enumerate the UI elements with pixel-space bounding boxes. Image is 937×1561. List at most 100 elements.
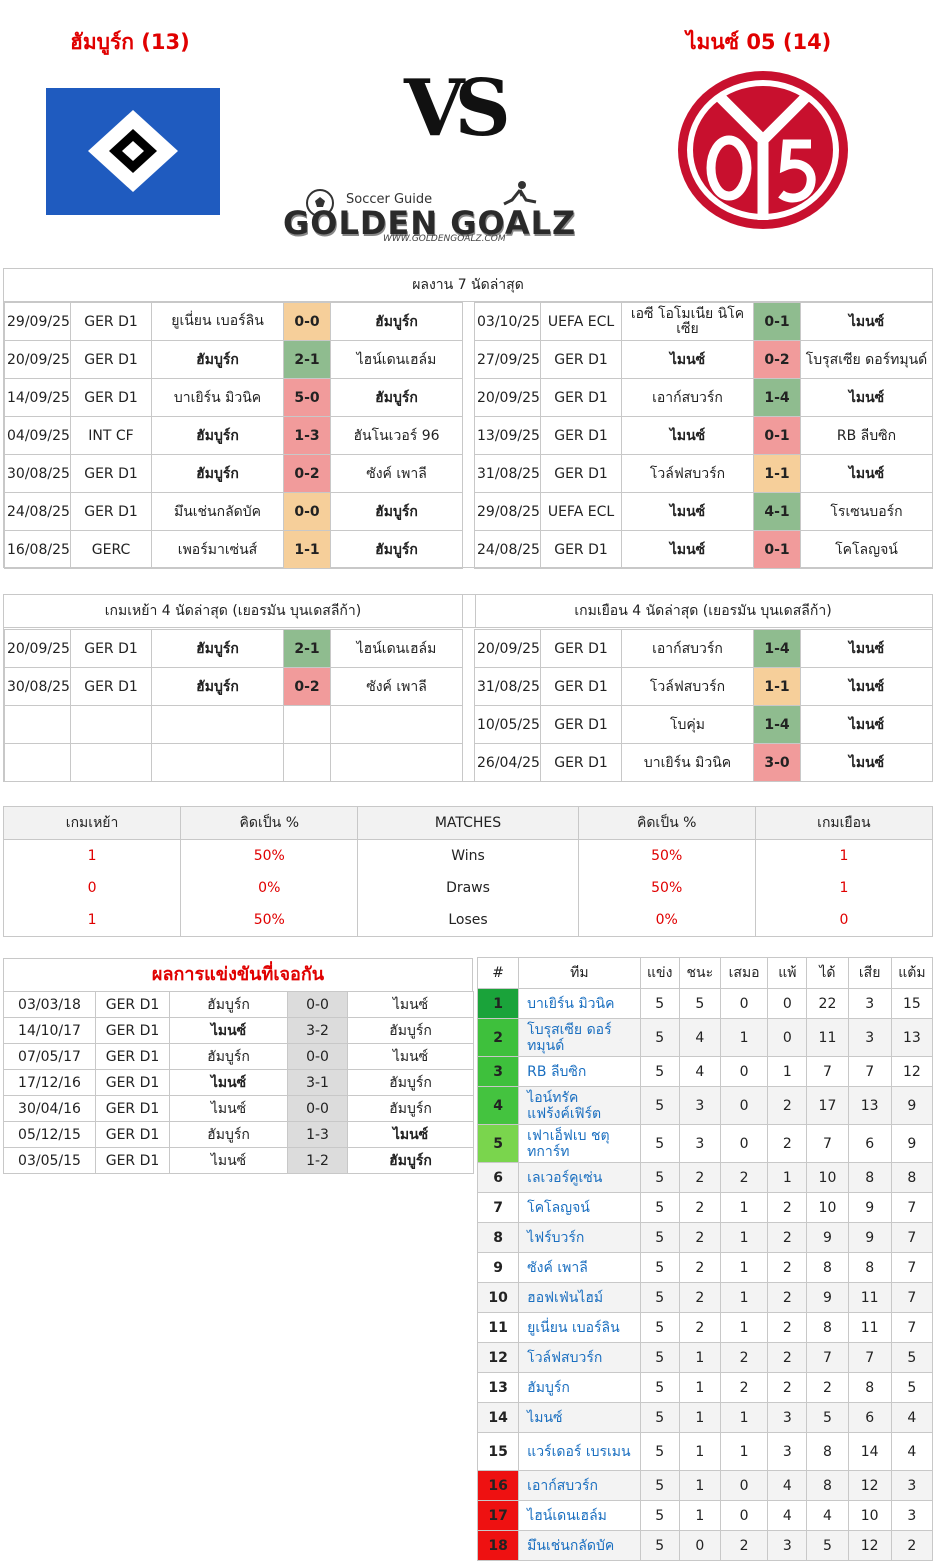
- h2h-score: 0-0: [287, 991, 348, 1018]
- standings-team[interactable]: บาเยิร์น มิวนิค: [518, 988, 641, 1019]
- match-home-team: ฮัมบูร์ก: [151, 454, 284, 493]
- standings-team[interactable]: ไฟร์บวร์ก: [518, 1222, 641, 1253]
- standings-d: 0: [719, 1086, 769, 1125]
- standings-w: 2: [678, 1252, 721, 1283]
- standings-p: 5: [639, 1500, 680, 1531]
- standings-team[interactable]: มึนเช่นกลัดบัค: [518, 1530, 641, 1561]
- standings-team[interactable]: แวร์เดอร์ เบรเมน: [518, 1432, 641, 1471]
- match-competition: GER D1: [70, 340, 152, 379]
- stats-away: 1: [754, 839, 934, 872]
- standings-d: 2: [719, 1530, 769, 1561]
- standings-team[interactable]: โวล์ฟสบวร์ก: [518, 1342, 641, 1373]
- standings-team[interactable]: เฟาเอ็ฟเบ ชตุทการ์ท: [518, 1124, 641, 1163]
- standings-team[interactable]: ไฮน์เดนเฮล์ม: [518, 1500, 641, 1531]
- standings-team[interactable]: เอาก์สบวร์ก: [518, 1470, 641, 1501]
- standings-pos: 17: [476, 1500, 520, 1531]
- match-date: 27/09/25: [474, 340, 541, 379]
- standings-d: 1: [719, 1018, 769, 1057]
- match-score: 0-0: [283, 492, 331, 531]
- standings-team[interactable]: ยูเนี่ยน เบอร์ลิน: [518, 1312, 641, 1343]
- h2h-home: ฮัมบูร์ก: [169, 1121, 288, 1148]
- match-away-team: ไมนซ์: [800, 629, 933, 668]
- match-away-team: ไฮน์เดนเฮล์ม: [330, 340, 463, 379]
- match-away-team: ฮัมบูร์ก: [330, 492, 463, 531]
- standings-team[interactable]: RB ลีบซิก: [518, 1056, 641, 1087]
- standings-team[interactable]: ฮอฟเฟ่นไฮม์: [518, 1282, 641, 1313]
- standings-pts: 9: [890, 1124, 934, 1163]
- stats-label: Draws: [357, 872, 579, 904]
- match-away-team: ไฮน์เดนเฮล์ม: [330, 629, 463, 668]
- match-competition: GER D1: [70, 454, 152, 493]
- match-away-team: โรเซนบอร์ก: [800, 492, 933, 531]
- match-row: 30/08/25 GER D1 ฮัมบูร์ก 0-2 ซังค์ เพาลี: [4, 454, 463, 493]
- match-away-team: [330, 705, 463, 744]
- match-date: 29/09/25: [4, 302, 71, 341]
- standings-team[interactable]: ไมนซ์: [518, 1402, 641, 1433]
- match-away-team: ไมนซ์: [800, 454, 933, 493]
- standings-w: 4: [678, 1018, 721, 1057]
- stats-away: 1: [754, 872, 934, 904]
- h2h-away: ไมนซ์: [347, 1121, 474, 1148]
- standings-pos: 15: [476, 1432, 520, 1471]
- standings-p: 5: [639, 1124, 680, 1163]
- match-away-team: [330, 743, 463, 782]
- standings-pts: 7: [890, 1252, 934, 1283]
- standings-pos: 12: [476, 1342, 520, 1373]
- match-score: 0-0: [283, 302, 331, 341]
- standings-ga: 9: [847, 1222, 892, 1253]
- match-home-team: บาเยิร์น มิวนิค: [151, 378, 284, 417]
- standings-d: 0: [719, 1500, 769, 1531]
- standings-team[interactable]: ไอน์ทรัค แฟร้งค์เฟิร์ต: [518, 1086, 641, 1125]
- standings-team[interactable]: โคโลญจน์: [518, 1192, 641, 1223]
- standings-l: 2: [767, 1252, 808, 1283]
- standings-w: 0: [678, 1530, 721, 1561]
- standings-ga: 11: [847, 1282, 892, 1313]
- standings-team[interactable]: เลเวอร์คูเซ่น: [518, 1162, 641, 1193]
- stats-header: คิดเป็น %: [577, 806, 756, 840]
- standings-header: แข่ง: [639, 957, 680, 989]
- standings-pts: 7: [890, 1282, 934, 1313]
- standings-p: 5: [639, 1342, 680, 1373]
- h2h-score: 0-0: [287, 1043, 348, 1070]
- standings-row: 15 แวร์เดอร์ เบรเมน 5 1 1 3 8 14 4: [476, 1432, 934, 1471]
- match-score: 2-1: [283, 629, 331, 668]
- standings-l: 4: [767, 1470, 808, 1501]
- standings-pts: 7: [890, 1312, 934, 1343]
- standings-team[interactable]: ฮัมบูร์ก: [518, 1372, 641, 1403]
- match-competition: GER D1: [540, 743, 622, 782]
- standings-row: 14 ไมนซ์ 5 1 1 3 5 6 4: [476, 1402, 934, 1433]
- standings-l: 1: [767, 1162, 808, 1193]
- match-row: 24/08/25 GER D1 ไมนซ์ 0-1 โคโลญจน์: [474, 530, 933, 569]
- last4-away-table: 20/09/25 GER D1 เอาก์สบวร์ก 1-4 ไมนซ์ 31/08/2…: [474, 629, 933, 782]
- standings-team[interactable]: โบรุสเซีย ดอร์ทมุนด์: [518, 1018, 641, 1057]
- brand-url: WWW.GOLDENGOALZ.COM: [383, 234, 506, 244]
- h2h-table: 03/03/18 GER D1 ฮัมบูร์ก 0-0 ไมนซ์ 14/10/17 GE…: [3, 991, 474, 1174]
- standings-pts: 2: [890, 1530, 934, 1561]
- match-row: 13/09/25 GER D1 ไมนซ์ 0-1 RB ลีบซิก: [474, 416, 933, 455]
- match-score: 3-0: [753, 743, 801, 782]
- standings-ga: 3: [847, 1018, 892, 1057]
- standings-p: 5: [639, 1282, 680, 1313]
- match-score: 5-0: [283, 378, 331, 417]
- match-home-team: ไมนซ์: [621, 492, 754, 531]
- standings-ga: 7: [847, 1342, 892, 1373]
- standings-pts: 3: [890, 1500, 934, 1531]
- brand-logo-text: GOLDEN GOALZ: [283, 204, 577, 242]
- h2h-home: ฮัมบูร์ก: [169, 1043, 288, 1070]
- standings-l: 2: [767, 1282, 808, 1313]
- stats-header: เกมเยือน: [754, 806, 934, 840]
- standings-ga: 8: [847, 1162, 892, 1193]
- standings-team[interactable]: ซังค์ เพาลี: [518, 1252, 641, 1283]
- standings-pos: 7: [476, 1192, 520, 1223]
- h2h-comp: GER D1: [95, 1043, 170, 1070]
- match-competition: GER D1: [70, 667, 152, 706]
- match-date: 31/08/25: [474, 667, 541, 706]
- match-competition: UEFA ECL: [540, 492, 622, 531]
- h2h-row: 03/03/18 GER D1 ฮัมบูร์ก 0-0 ไมนซ์: [3, 991, 474, 1018]
- match-away-team: ไมนซ์: [800, 378, 933, 417]
- h2h-away: ไมนซ์: [347, 991, 474, 1018]
- standings-w: 2: [678, 1162, 721, 1193]
- standings-header: ได้: [806, 957, 849, 989]
- match-competition: INT CF: [70, 416, 152, 455]
- match-score: 0-2: [283, 454, 331, 493]
